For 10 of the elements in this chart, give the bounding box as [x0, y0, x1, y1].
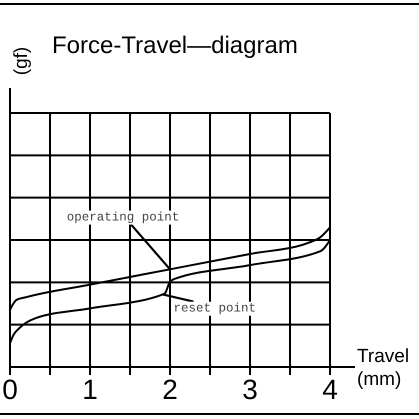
x-axis-title: Travel (mm) [357, 346, 410, 390]
annotation: operating point [66, 210, 180, 225]
x-tick-label: 3 [242, 374, 258, 405]
x-tick-label: 4 [322, 374, 338, 405]
text: (gf) [11, 46, 32, 76]
x-tick-label: 1 [82, 374, 98, 405]
chart-title: Force-Travel—diagram [52, 32, 298, 59]
x-tick-label: 2 [162, 374, 178, 405]
x-tick-label: 0 [2, 374, 18, 405]
annotation: reset point [174, 302, 256, 316]
